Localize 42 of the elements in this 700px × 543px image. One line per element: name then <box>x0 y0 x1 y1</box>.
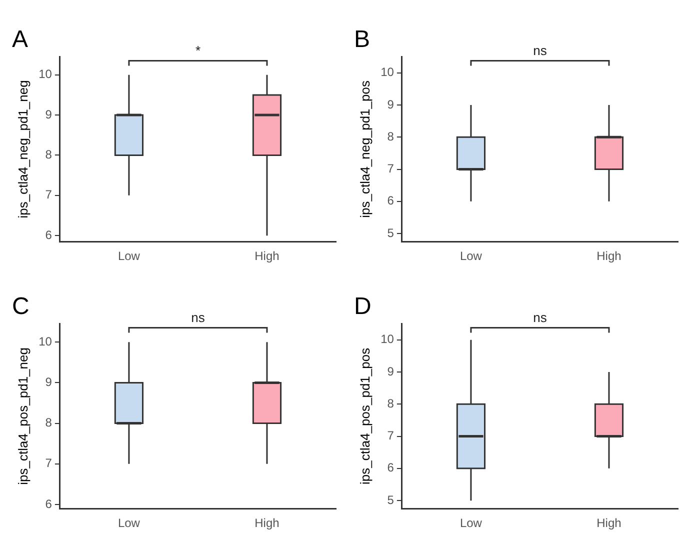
y-tick-label: 6 <box>45 496 52 511</box>
x-tick-label: Low <box>460 249 482 264</box>
y-tick-label: 10 <box>38 67 52 82</box>
chart-title: D <box>354 293 372 320</box>
x-tick-label: Low <box>118 516 140 530</box>
y-axis-title: ips_ctla4_neg_pd1_pos <box>357 80 372 218</box>
y-tick-label: 9 <box>45 375 52 390</box>
y-tick-label: 9 <box>387 97 394 112</box>
y-tick-label: 8 <box>45 416 52 430</box>
y-tick-label: 5 <box>387 492 394 507</box>
y-tick-label: 8 <box>387 396 394 410</box>
annotation: ns <box>191 310 206 325</box>
y-tick-label: 6 <box>387 194 394 208</box>
y-tick-label: 9 <box>45 107 52 122</box>
y-tick-label: 7 <box>45 188 52 202</box>
chart-title: A <box>12 26 28 54</box>
chart-title: C <box>12 293 30 320</box>
y-tick-label: 8 <box>387 129 394 144</box>
y-tick-label: 10 <box>38 334 52 348</box>
annotation: ns <box>533 310 548 325</box>
y-tick-label: 5 <box>387 226 394 240</box>
y-axis-title: ips_ctla4_pos_pd1_neg <box>15 348 30 485</box>
y-tick-label: 8 <box>45 148 52 162</box>
y-tick-label: 7 <box>387 162 394 176</box>
y-axis-title: ips_ctla4_neg_pd1_neg <box>15 80 30 218</box>
x-tick-label: High <box>596 516 622 530</box>
annotation: * <box>195 42 201 58</box>
y-tick-label: 6 <box>45 228 52 242</box>
y-tick-label: 10 <box>380 332 394 346</box>
x-tick-label: High <box>254 249 280 264</box>
annotation: ns <box>533 42 548 58</box>
x-tick-label: High <box>596 249 622 264</box>
y-tick-label: 6 <box>387 460 394 475</box>
x-tick-label: Low <box>118 249 140 264</box>
x-tick-label: High <box>254 516 280 530</box>
y-axis-title: ips_ctla4_pos_pd1_pos <box>357 347 372 485</box>
y-tick-label: 9 <box>387 364 394 378</box>
chart-title: B <box>354 26 370 54</box>
y-tick-label: 7 <box>45 456 52 470</box>
y-tick-label: 10 <box>380 65 394 80</box>
x-tick-label: Low <box>460 516 482 530</box>
y-tick-label: 7 <box>387 428 394 443</box>
